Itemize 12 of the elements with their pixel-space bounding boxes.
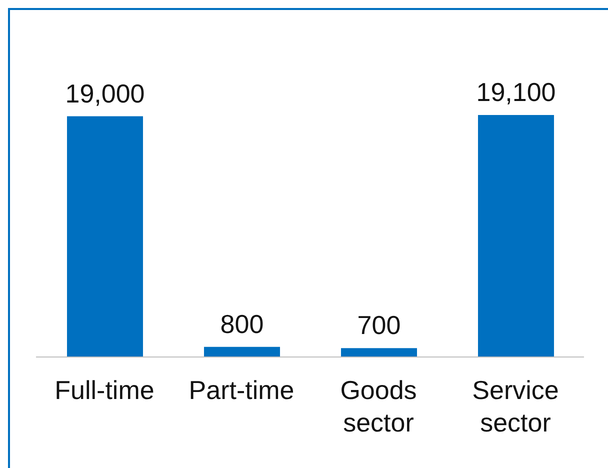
x-tick-label: Goods sector [340,375,417,438]
x-tick-label: Full-time [54,375,154,405]
bar [67,116,143,357]
data-label: 19,000 [65,78,145,108]
bar [204,346,280,357]
data-label: 800 [220,308,264,339]
bar [341,348,417,357]
x-tick-label: Part-time [188,375,294,405]
data-label: 700 [357,310,401,340]
x-tick-label: Service sector [472,375,559,438]
data-label: 19,100 [476,77,556,107]
bar [478,115,554,357]
